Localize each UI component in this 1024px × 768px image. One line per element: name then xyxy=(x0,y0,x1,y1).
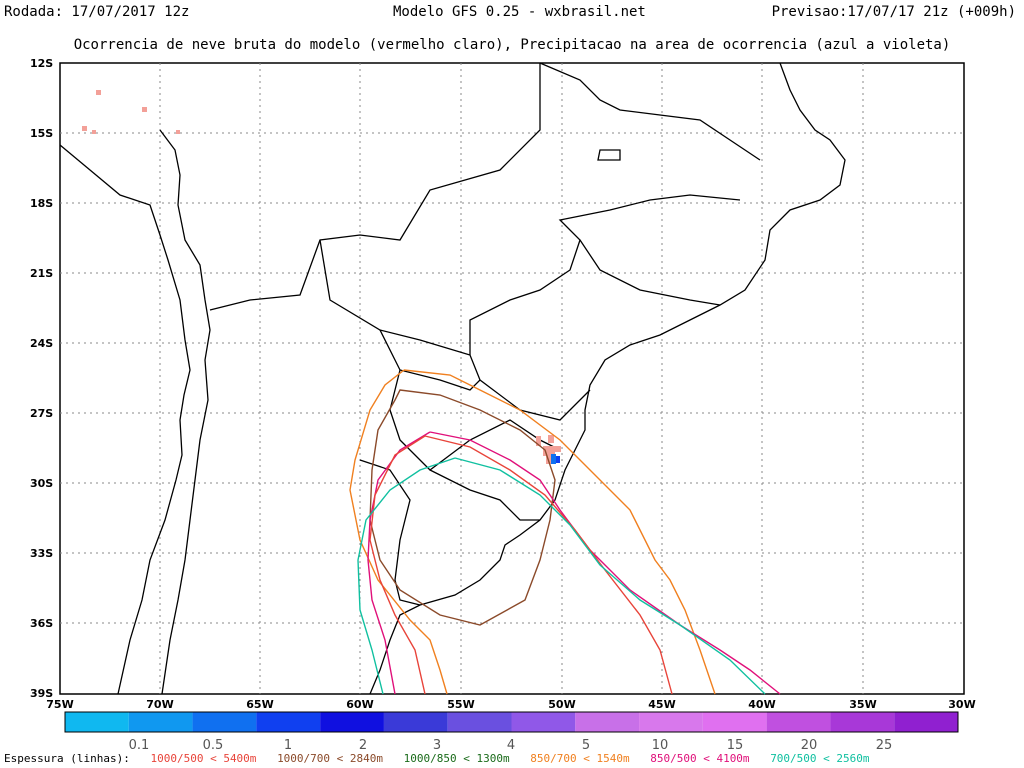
colorbar-segment xyxy=(830,712,895,732)
lat-label: 12S xyxy=(30,57,53,70)
lon-label: 40W xyxy=(748,698,775,711)
colorbar-tick-label: 5 xyxy=(581,738,591,753)
country-borders xyxy=(59,62,846,695)
lon-label: 30W xyxy=(948,698,975,711)
lat-label: 39S xyxy=(30,687,53,700)
legend-item: 850/500 < 4100m xyxy=(650,752,750,765)
colorbar-tick-label: 3 xyxy=(432,738,442,753)
lat-label: 33S xyxy=(30,547,53,560)
colorbar-border xyxy=(64,711,959,733)
lat-label: 21S xyxy=(30,267,53,280)
lat-label: 30S xyxy=(30,477,53,490)
lon-label: 35W xyxy=(849,698,876,711)
thickness-legend: Espessura (linhas): 1000/500 < 5400m 100… xyxy=(4,752,884,765)
colorbar-tick-label: 0.5 xyxy=(202,738,224,753)
legend-title: Espessura (linhas): xyxy=(4,752,130,765)
precipitation-area xyxy=(551,454,560,464)
forecast-time-label: Previsao:17/07/17 21z (+009h) xyxy=(771,4,1016,20)
map-subtitle: Ocorrencia de neve bruta do modelo (verm… xyxy=(73,37,951,53)
lon-label: 50W xyxy=(548,698,575,711)
legend-item: 850/700 < 1540m xyxy=(530,752,630,765)
colorbar-segment xyxy=(511,712,576,732)
line-850-700 xyxy=(349,369,716,695)
lon-label: 65W xyxy=(246,698,273,711)
colorbar-tick-label: 20 xyxy=(800,738,818,753)
line-1000-700 xyxy=(369,389,556,626)
model-label: Modelo GFS 0.25 - wxbrasil.net xyxy=(393,4,646,20)
colorbar-tick-label: 0.1 xyxy=(128,738,150,753)
lat-label: 27S xyxy=(30,407,53,420)
run-time-label: Rodada: 17/07/2017 12z xyxy=(4,4,190,20)
lat-label: 24S xyxy=(30,337,53,350)
latitude-labels: 12S 15S 18S 21S 24S 27S 30S 33S 36S 39S xyxy=(30,57,53,700)
lon-label: 60W xyxy=(346,698,373,711)
colorbar-tick-label: 10 xyxy=(651,738,669,753)
colorbar-segment xyxy=(192,712,257,732)
colorbar-segment xyxy=(128,712,193,732)
lon-label: 45W xyxy=(648,698,675,711)
colorbar-tick-label: 1 xyxy=(283,738,293,753)
longitude-labels: 75W 70W 65W 60W 55W 50W 45W 40W 35W 30W xyxy=(46,698,975,711)
line-700-500 xyxy=(357,457,766,695)
colorbar-segment xyxy=(383,712,448,732)
legend-item: 700/500 < 2560m xyxy=(770,752,870,765)
lon-label: 55W xyxy=(447,698,474,711)
lat-label: 18S xyxy=(30,197,53,210)
colorbar-segment xyxy=(575,712,640,732)
lat-label: 36S xyxy=(30,617,53,630)
lon-label: 70W xyxy=(146,698,173,711)
legend-item: 1000/500 < 5400m xyxy=(150,752,257,765)
map-frame xyxy=(59,62,965,695)
colorbar-tick-label: 4 xyxy=(506,738,516,753)
colorbar-segment xyxy=(702,712,767,732)
line-1000-500 xyxy=(369,435,673,695)
graticule xyxy=(60,63,964,694)
precip-colorbar xyxy=(64,711,959,733)
colorbar-segment xyxy=(447,712,512,732)
colorbar-segment xyxy=(320,712,384,732)
colorbar-tick-label: 15 xyxy=(726,738,744,753)
thickness-lines xyxy=(349,369,781,695)
lon-label: 75W xyxy=(46,698,73,711)
colorbar-segment xyxy=(894,712,958,732)
colorbar-tick-label: 2 xyxy=(358,738,368,753)
colorbar-segment xyxy=(639,712,703,732)
colorbar-tick-label: 25 xyxy=(875,738,893,753)
colorbar-segment xyxy=(65,712,129,732)
legend-item: 1000/700 < 2840m xyxy=(277,752,384,765)
lat-label: 15S xyxy=(30,127,53,140)
legend-item: 1000/850 < 1300m xyxy=(403,752,510,765)
colorbar-segment xyxy=(766,712,831,732)
colorbar-segment xyxy=(256,712,321,732)
